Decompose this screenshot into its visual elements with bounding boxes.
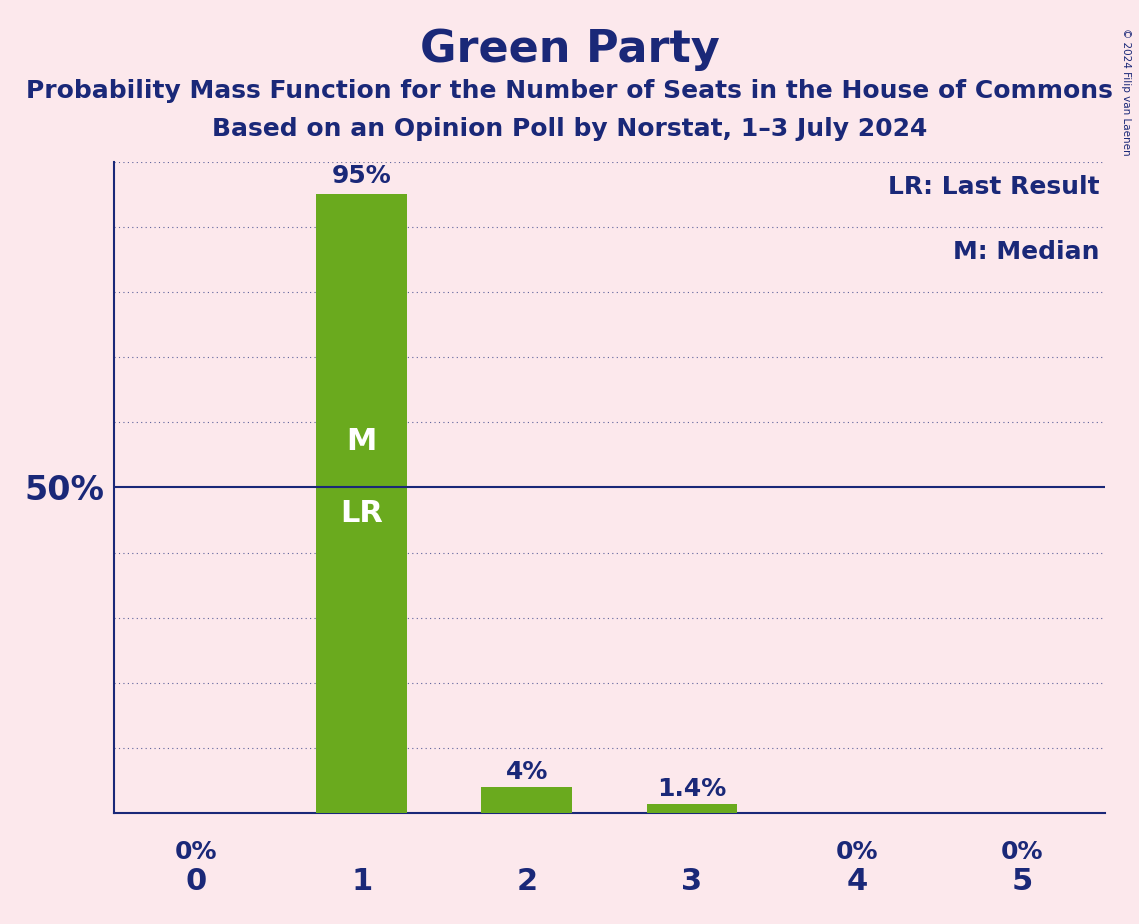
Bar (317, 194, 407, 813)
Text: 0%: 0% (175, 840, 218, 864)
Text: Probability Mass Function for the Number of Seats in the House of Commons: Probability Mass Function for the Number… (26, 79, 1113, 103)
Text: LR: Last Result: LR: Last Result (888, 175, 1100, 199)
Text: M: Median: M: Median (953, 240, 1100, 264)
Text: 0%: 0% (836, 840, 878, 864)
Text: © 2024 Filip van Laenen: © 2024 Filip van Laenen (1121, 28, 1131, 155)
Text: Green Party: Green Party (419, 28, 720, 71)
Text: Based on an Opinion Poll by Norstat, 1–3 July 2024: Based on an Opinion Poll by Norstat, 1–3… (212, 117, 927, 141)
Text: 1.4%: 1.4% (657, 777, 727, 801)
Bar (647, 804, 737, 813)
Text: LR: LR (341, 499, 383, 528)
Text: M: M (346, 427, 377, 456)
Text: 0%: 0% (1001, 840, 1043, 864)
Bar (482, 787, 572, 813)
Text: 4%: 4% (506, 760, 548, 784)
Text: 95%: 95% (331, 164, 392, 188)
